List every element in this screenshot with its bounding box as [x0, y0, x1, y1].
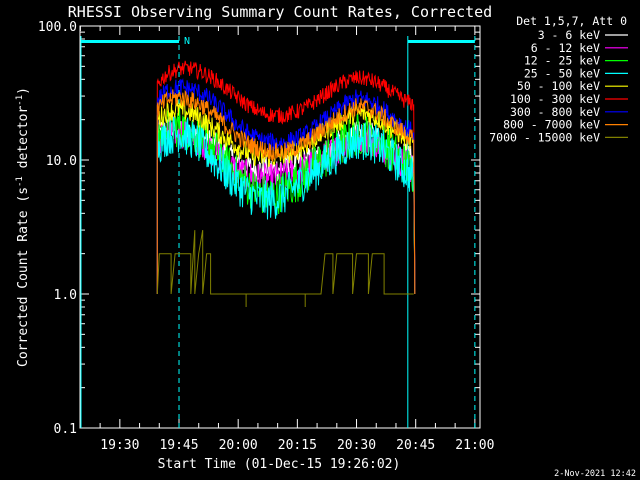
plot-frame [79, 25, 481, 429]
x-axis-label: Start Time (01-Dec-15 19:26:02) [158, 457, 401, 472]
y-axis-label-mid: detector [16, 106, 31, 177]
x-tick-label: 19:45 [159, 438, 198, 453]
series-line [156, 60, 416, 295]
y-tick-label: 0.1 [54, 422, 77, 437]
legend-header: Det 1,5,7, Att 0 [516, 14, 627, 28]
footer-date: 2-Nov-2021 12:42 [554, 469, 636, 479]
y-tick-label: 100.0 [38, 20, 77, 35]
x-axis: 19:30 19:45 20:00 20:15 20:30 20:45 21:00 [79, 26, 494, 453]
y-tick-label: 1.0 [54, 288, 77, 303]
legend-item-label: 7000 - 15000 keV [489, 130, 600, 144]
legend-item-label: 300 - 800 keV [510, 105, 600, 119]
legend-item-label: 3 - 6 keV [538, 28, 600, 42]
series-group [156, 60, 416, 307]
legend-item-label: 50 - 100 keV [517, 79, 600, 93]
y-axis-label-sup1: -1 [15, 176, 25, 187]
x-tick-label: 20:00 [219, 438, 258, 453]
chart-title: RHESSI Observing Summary Count Rates, Co… [68, 3, 492, 21]
series-line [156, 230, 414, 307]
y-axis-label-main: Corrected Count Rate (s [16, 187, 31, 367]
legend-item-label: 12 - 25 keV [524, 54, 600, 68]
series-line [156, 89, 416, 295]
y-axis: 0.1 1.0 10.0 100.0 [38, 20, 480, 437]
series-line [156, 107, 416, 295]
legend-item-label: 25 - 50 keV [524, 66, 600, 80]
y-axis-label-end: ) [16, 87, 31, 95]
legend-item-label: 800 - 7000 keV [503, 118, 600, 132]
y-axis-label: Corrected Count Rate (s-1 detector-1) [15, 87, 31, 367]
x-tick-label: 20:45 [396, 438, 435, 453]
x-tick-label: 20:30 [337, 438, 376, 453]
attenuator-bar-label: N [184, 36, 190, 47]
attenuator-annotations: N [80, 36, 476, 428]
x-tick-label: 20:15 [278, 438, 317, 453]
legend-item-label: 100 - 300 keV [510, 92, 600, 106]
legend-item-label: 6 - 12 keV [531, 41, 600, 55]
series-line [156, 116, 416, 295]
x-tick-label: 21:00 [455, 438, 494, 453]
y-tick-label: 10.0 [46, 154, 77, 169]
y-axis-label-sup2: -1 [15, 95, 25, 106]
x-tick-label: 19:30 [100, 438, 139, 453]
